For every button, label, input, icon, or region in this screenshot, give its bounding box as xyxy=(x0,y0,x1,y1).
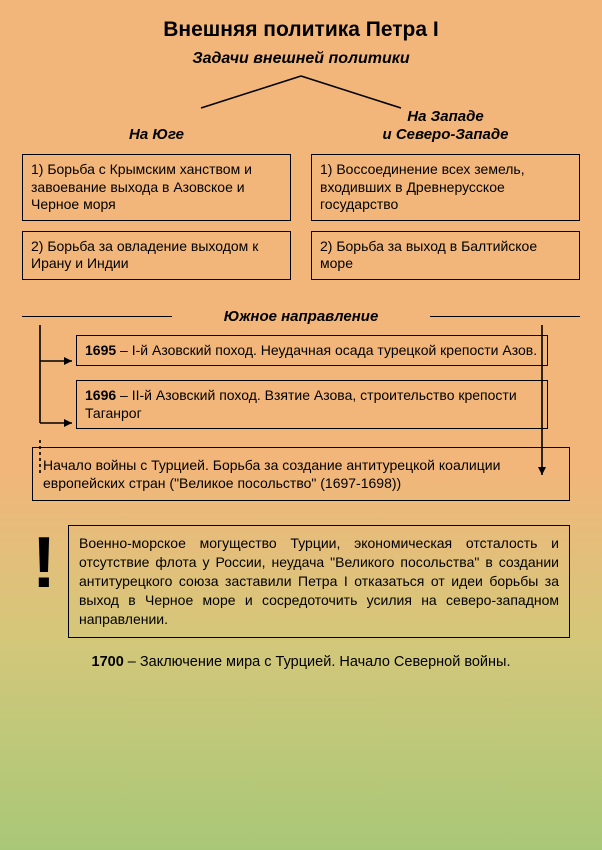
timeline: 1695 – I-й Азовский поход. Неудачная оса… xyxy=(22,335,580,430)
event-1696-year: 1696 xyxy=(85,387,116,403)
page-title: Внешняя политика Петра I xyxy=(22,18,580,42)
event-1695-text: – I-й Азовский поход. Неудачная осада ту… xyxy=(116,342,537,358)
south-direction-text: Южное направление xyxy=(224,308,379,325)
event-1695: 1695 – I-й Азовский поход. Неудачная оса… xyxy=(76,335,548,367)
tasks-subtitle: Задачи внешней политики xyxy=(22,50,580,68)
event-1695-year: 1695 xyxy=(85,342,116,358)
west-task-2: 2) Борьба за выход в Балтийское море xyxy=(311,231,580,280)
conclusion-row: ! Военно-морское могущество Турции, экон… xyxy=(32,525,570,637)
south-task-1: 1) Борьба с Крымским ханством и завоеван… xyxy=(22,154,291,221)
branches-row: На Юге 1) Борьба с Крымским ханством и з… xyxy=(22,108,580,290)
branch-west: На Западе и Северо-Западе 1) Воссоединен… xyxy=(311,108,580,290)
branch-west-label: На Западе и Северо-Западе xyxy=(311,108,580,144)
conclusion-box: Военно-морское могущество Турции, эконом… xyxy=(68,525,570,637)
exclamation-icon: ! xyxy=(32,535,56,593)
fork-connector xyxy=(141,72,461,112)
footer-event: 1700 – Заключение мира с Турцией. Начало… xyxy=(22,654,580,670)
event-1696-text: – II-й Азовский поход. Взятие Азова, стр… xyxy=(85,387,517,421)
branch-south: На Юге 1) Борьба с Крымским ханством и з… xyxy=(22,108,291,290)
south-direction-label: Южное направление xyxy=(22,308,580,325)
footer-text: – Заключение мира с Турцией. Начало Севе… xyxy=(124,654,511,670)
footer-year: 1700 xyxy=(92,654,124,670)
south-task-2: 2) Борьба за овладение выхо­дом к Ирану … xyxy=(22,231,291,280)
branch-south-label: На Юге xyxy=(22,126,291,144)
south-result-box: Начало войны с Турцией. Борьба за создан… xyxy=(32,447,570,501)
west-task-1: 1) Воссоединение всех земель, входивших … xyxy=(311,154,580,221)
event-1696: 1696 – II-й Азовский поход. Взятие Азова… xyxy=(76,380,548,429)
